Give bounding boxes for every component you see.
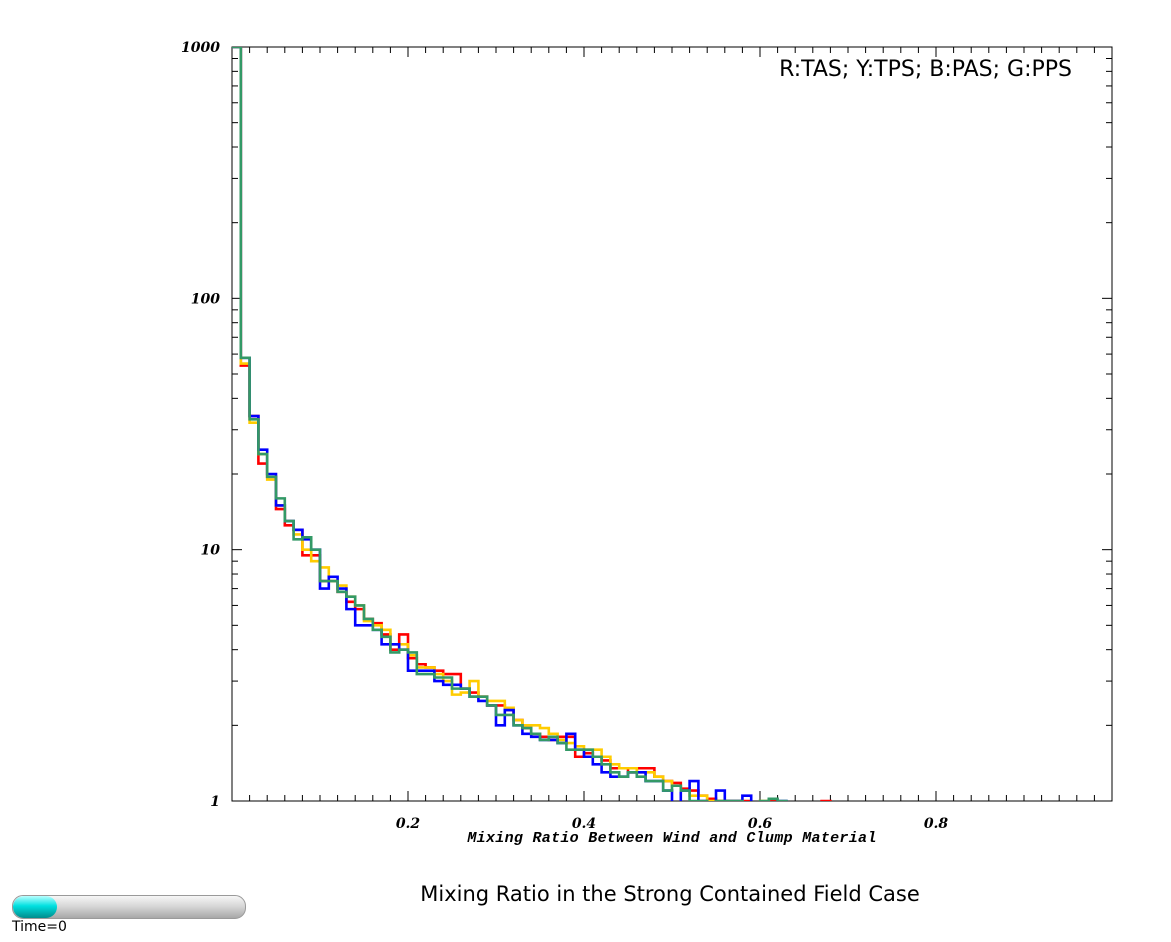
x-tick-label: 0.6: [748, 816, 773, 832]
series-G-line: [232, 47, 788, 801]
x-tick-label: 0.2: [396, 816, 421, 832]
x-tick-label: 0.4: [572, 816, 596, 832]
series-B-line: [232, 47, 788, 801]
legend-text: R:TAS; Y:TPS; B:PAS; G:PPS: [779, 57, 1072, 82]
time-label: Time=0: [12, 919, 67, 935]
x-tick-label: 0.8: [924, 816, 949, 832]
histogram-chart: 1 10 100 1000 0.2 0.4 0.6 0.8 R:TAS; Y:TPS; B:…: [181, 40, 1113, 847]
time-slider-fill: [13, 896, 58, 918]
y-tick-label: 1: [210, 794, 220, 810]
y-axis: 1 10 100 1000: [181, 40, 1112, 810]
plot-area: [231, 46, 1113, 802]
time-slider[interactable]: [12, 895, 246, 919]
y-tick-label: 1000: [181, 40, 220, 56]
x-axis: 0.2 0.4 0.6 0.8: [249, 47, 1095, 832]
series-layer: [232, 47, 832, 801]
y-tick-label: 10: [201, 543, 221, 559]
x-axis-label: Mixing Ratio Between Wind and Clump Mate…: [466, 830, 876, 847]
chart-title: Mixing Ratio in the Strong Contained Fie…: [420, 882, 920, 906]
series-Y-line: [232, 47, 771, 801]
y-tick-label: 100: [191, 291, 220, 307]
series-R-line: [232, 47, 832, 801]
